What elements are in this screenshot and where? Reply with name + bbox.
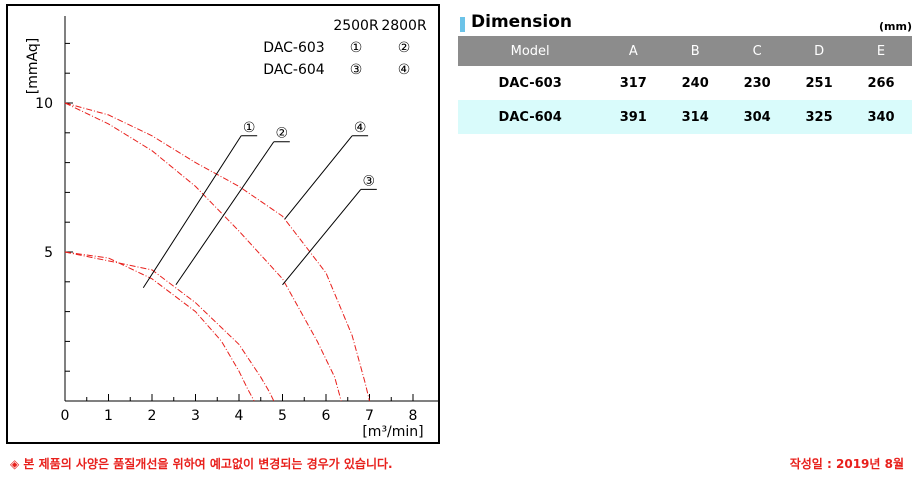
- header-e: E: [850, 36, 912, 66]
- cell-a: 317: [619, 75, 647, 91]
- chart-frame: 0 1 2 3 4 5 6 7 8 5 10 [mmAq] [m³/min] ① ② ④ ③ 2500R 2800R…: [6, 4, 440, 444]
- y-axis-label: [mmAq]: [25, 38, 41, 94]
- x-tick-label: 3: [191, 408, 200, 424]
- cell-e: 340: [850, 100, 912, 134]
- annotation-leader: [284, 135, 353, 220]
- header-model: Model: [458, 36, 603, 66]
- legend-mark: ④: [398, 62, 411, 78]
- x-tick-label: 8: [409, 408, 418, 424]
- annotation-label: ②: [276, 126, 289, 142]
- cell-b: 314: [664, 100, 727, 134]
- legend-mark: ③: [350, 62, 363, 78]
- dimension-header: Dimension (mm): [458, 12, 912, 36]
- header-b: B: [664, 36, 727, 66]
- legend-header: 2800R: [381, 18, 427, 34]
- header-d: D: [788, 36, 851, 66]
- series-line: [64, 251, 275, 402]
- x-tick-label: 5: [278, 408, 287, 424]
- cell-d: 251: [805, 75, 833, 91]
- legend-mark: ①: [350, 40, 363, 56]
- series-line: [64, 251, 255, 402]
- header-c: C: [726, 36, 789, 66]
- annotation-label: ④: [354, 120, 367, 136]
- x-tick-label: 4: [235, 408, 244, 424]
- cell-c: 304: [726, 100, 789, 134]
- series-line: [64, 102, 370, 402]
- dimension-unit: (mm): [879, 20, 912, 33]
- footer-date: 작성일 : 2019년 8월: [789, 457, 904, 471]
- cell-b: 240: [681, 75, 709, 91]
- cell-c: 230: [743, 75, 771, 91]
- cell-model: DAC-604: [458, 100, 603, 134]
- table-header-row: Model A B C D E: [458, 36, 912, 66]
- y-tick-label: 5: [44, 245, 53, 261]
- x-tick-label: 0: [61, 408, 70, 424]
- legend-model: DAC-604: [263, 62, 325, 78]
- cell-a: 391: [602, 100, 665, 134]
- x-tick-label: 2: [148, 408, 157, 424]
- dimension-title: Dimension: [471, 12, 573, 32]
- x-axis-label: [m³/min]: [362, 424, 423, 440]
- table-row: DAC-603 317 240 230 251 266: [458, 66, 912, 100]
- cell-model: DAC-603: [498, 75, 562, 91]
- footer-notice: ◈ 본 제품의 사양은 품질개선을 위하여 예고없이 변경되는 경우가 있습니다…: [10, 457, 393, 471]
- table-row: DAC-604 391 314 304 325 340: [458, 100, 912, 134]
- dimension-table: Model A B C D E DAC-603 317 240 230 251 …: [458, 36, 912, 134]
- annotation-leader: [142, 135, 242, 289]
- header-a: A: [602, 36, 665, 66]
- annotation-leader: [175, 141, 275, 286]
- annotation-leader: [282, 189, 362, 286]
- y-tick-label: 10: [35, 96, 53, 112]
- x-tick-label: 1: [104, 408, 113, 424]
- cell-e: 266: [867, 75, 895, 91]
- x-tick-label: 7: [365, 408, 374, 424]
- legend-model: DAC-603: [263, 40, 324, 56]
- series-line: [64, 102, 342, 402]
- dimension-panel: Dimension (mm) Model A B C D E DAC-603 3…: [458, 12, 912, 134]
- performance-chart: 0 1 2 3 4 5 6 7 8 5 10 [mmAq] [m³/min] ① ② ④ ③ 2500R 2800R…: [25, 16, 438, 440]
- title-marker-icon: [460, 17, 465, 32]
- x-tick-label: 6: [322, 408, 331, 424]
- annotation-label: ③: [363, 173, 376, 189]
- legend-header: 2500R: [333, 18, 379, 34]
- legend-mark: ②: [398, 40, 411, 56]
- annotation-label: ①: [243, 120, 256, 136]
- cell-d: 325: [788, 100, 851, 134]
